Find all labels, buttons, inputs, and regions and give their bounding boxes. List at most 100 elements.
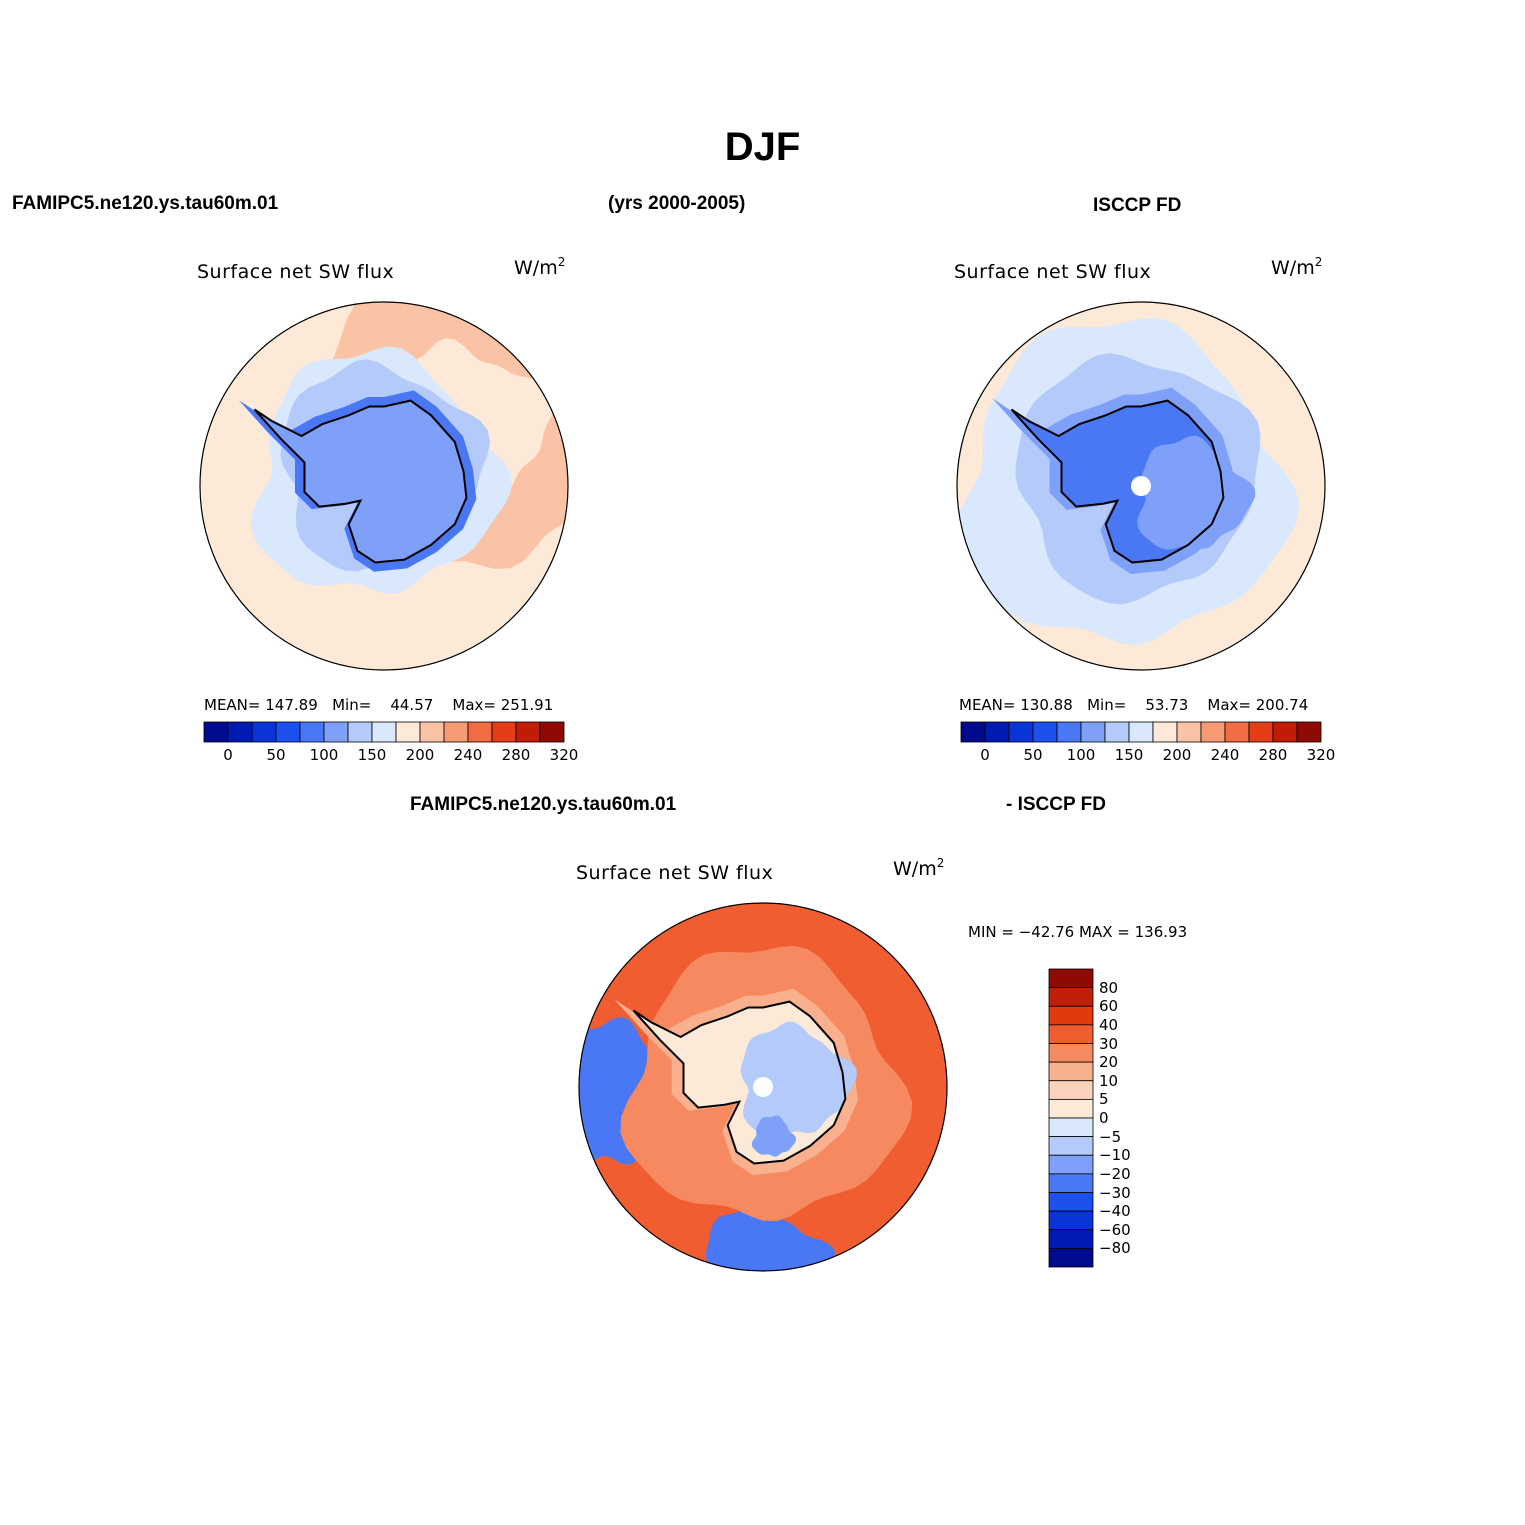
diff-colorbar-ticks: 80 60 40 30 20 10 5 0 −5 −10 −20 −30 −40 −60 −80 [1099,969,1159,1267]
colorbar-swatch [347,721,373,743]
colorbar-swatch [299,721,325,743]
panel-model-units: W/m2 [514,255,566,279]
colorbar-tick-label: −10 [1099,1146,1131,1165]
colorbar-swatch [1128,721,1154,743]
colorbar-tick-label: 5 [1099,1090,1109,1109]
colorbar-swatch [1048,1043,1094,1063]
colorbar-tick-label: 0 [223,746,233,764]
obs-polar-map [956,301,1326,671]
colorbar-swatch [1176,721,1202,743]
colorbar-swatch [1048,1247,1094,1268]
model-name-label: FAMIPC5.ne120.ys.tau60m.01 [12,193,279,214]
colorbar-tick-label: 50 [1023,746,1043,764]
colorbar-swatch [1296,721,1322,743]
colorbar-swatch [1152,721,1178,743]
diff-model-name-label: FAMIPC5.ne120.ys.tau60m.01 [410,794,677,815]
colorbar-swatch [1048,1080,1094,1100]
colorbar-swatch [491,721,517,743]
colorbar-tick-label: −20 [1099,1164,1131,1183]
colorbar-tick-label: 240 [1210,746,1240,764]
years-label: (yrs 2000-2005) [608,193,746,214]
max-label: Max= [452,696,496,714]
diff-obs-name-label: - ISCCP FD [1006,794,1106,815]
colorbar-tick-label: 280 [1258,746,1288,764]
pole-hole [753,1077,773,1097]
colorbar-swatch [1048,1061,1094,1082]
map-boundary [956,301,1326,671]
panel-diff-stats: MIN = −42.76 MAX = 136.93 [968,923,1187,941]
east-antarctica-field [740,1021,857,1139]
map0-field [200,302,568,670]
panel-obs-stats: MEAN= 130.88 Min= 53.73 Max= 200.74 [959,696,1308,714]
colorbar-tick-label: 150 [357,746,387,764]
colorbar-tick-label: −5 [1099,1127,1122,1146]
obs-colorbar [960,721,1322,743]
antarctica-coastline [1010,399,1225,564]
colorbar-swatch [323,721,349,743]
colorbar-swatch [1056,721,1082,743]
panel-model-stats: MEAN= 147.89 Min= 44.57 Max= 251.91 [204,696,553,714]
panel-diff-title: Surface net SW flux [576,862,774,884]
panel-diff-units: W/m2 [893,856,945,880]
colorbar-tick-label: −60 [1099,1220,1131,1239]
model-colorbar-ticks: 0 50 100 150 200 240 280 320 [204,746,578,766]
max-label: MAX = [1079,923,1130,941]
colorbar-swatch [1048,968,1094,989]
panel-model-title: Surface net SW flux [197,261,395,283]
colorbar-tick-label: 40 [1099,1015,1119,1034]
colorbar-swatch [1200,721,1226,743]
colorbar-tick-label: 100 [1066,746,1096,764]
colorbar-swatch [1048,1098,1094,1119]
max-value: 200.74 [1255,696,1309,714]
colorbar-tick-label: −30 [1099,1183,1131,1202]
max-label: Max= [1207,696,1251,714]
colorbar-swatch [371,721,397,743]
min-label: Min= [332,696,372,714]
southern-edge-negative [705,1199,835,1271]
min-value: 53.73 [1145,696,1189,714]
colorbar-swatch [1008,721,1034,743]
mean-label: MEAN= [204,696,261,714]
colorbar-swatch [1048,1005,1094,1026]
colorbar-tick-label: 50 [266,746,286,764]
max-value: 136.93 [1134,923,1188,941]
colorbar-tick-label: 200 [405,746,435,764]
colorbar-swatch [1272,721,1298,743]
east-plateau-field [1137,435,1256,550]
colorbar-swatch [1080,721,1106,743]
colorbar-tick-label: 200 [1162,746,1192,764]
map-boundary [578,902,948,1272]
colorbar-swatch [1048,1154,1094,1175]
colorbar-swatch [419,721,445,743]
colorbar-tick-label: 20 [1099,1053,1119,1072]
antarctica-field [254,400,467,563]
min-label: MIN = [968,923,1014,941]
colorbar-swatch [395,721,421,743]
colorbar-swatch [1248,721,1274,743]
mean-value: 130.88 [1020,696,1073,714]
colorbar-swatch [251,721,277,743]
max-value: 251.91 [500,696,554,714]
colorbar-tick-label: 0 [1099,1109,1109,1127]
colorbar-swatch [515,721,541,743]
model-colorbar [203,721,565,743]
colorbar-swatch [1048,1173,1094,1193]
obs-colorbar-ticks: 0 50 100 150 200 240 280 320 [961,746,1335,766]
colorbar-tick-label: 80 [1099,978,1119,997]
colorbar-tick-label: 0 [980,746,990,764]
colorbar-swatch [275,721,301,743]
panel-obs-title: Surface net SW flux [954,261,1152,283]
colorbar-swatch [1048,1024,1094,1044]
colorbar-tick-label: 320 [1306,746,1336,764]
figure-title: DJF [724,125,801,169]
colorbar-tick-label: 320 [549,746,579,764]
colorbar-swatch [443,721,469,743]
panel-obs-units: W/m2 [1271,255,1323,279]
ross-sea-field [751,1115,797,1157]
obs-name-label: ISCCP FD [1093,195,1182,216]
colorbar-tick-label: 150 [1114,746,1144,764]
colorbar-tick-label: 60 [1099,997,1119,1016]
colorbar-tick-label: −80 [1099,1239,1131,1258]
min-value: 44.57 [390,696,434,714]
colorbar-swatch [539,721,565,743]
